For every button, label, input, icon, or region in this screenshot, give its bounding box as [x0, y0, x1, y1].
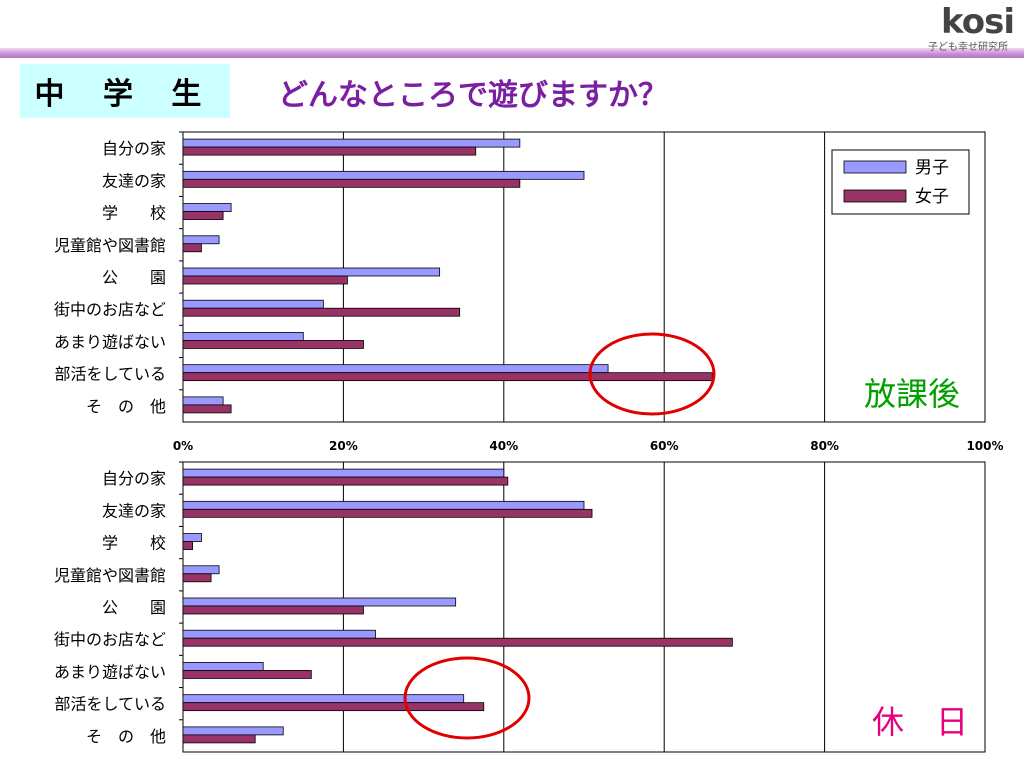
grade-badge: 中 学 生 [20, 64, 230, 118]
bar-male [182, 694, 465, 704]
category-label: 児童館や図書館 [54, 566, 166, 585]
category-label: 自分の家 [102, 139, 166, 158]
bar-female [182, 211, 224, 220]
bar-female [182, 508, 593, 518]
bar-male [182, 629, 376, 639]
category-label: 公 園 [102, 598, 166, 617]
bar-male [182, 662, 264, 671]
panel-label: 休 日 [872, 703, 968, 741]
category-label: 学 校 [102, 204, 166, 223]
bar-female [182, 275, 348, 285]
category-label: 児童館や図書館 [54, 236, 166, 255]
highlight-circle [588, 332, 716, 416]
x-tick-label: 60% [650, 439, 679, 453]
legend-swatch-male [843, 160, 907, 174]
bar-male [182, 533, 202, 542]
category-label: 自分の家 [102, 469, 166, 488]
category-label: 部活をしている [54, 365, 166, 384]
bar-female [182, 573, 212, 583]
bar-male [182, 364, 609, 374]
bar-female [182, 404, 232, 414]
bar-female [182, 178, 521, 188]
bar-female [182, 541, 194, 550]
bar-male [182, 299, 324, 309]
bar-female [182, 372, 713, 382]
x-tick-label: 100% [966, 439, 1003, 453]
category-label: 学 校 [102, 534, 166, 553]
bar-male [182, 235, 220, 245]
panel-label: 放課後 [864, 375, 960, 413]
category-label: そ の 他 [86, 397, 166, 416]
bar-male [182, 726, 284, 736]
bar-female [182, 605, 364, 615]
x-tick-label: 0% [173, 439, 193, 453]
bar-female [182, 670, 312, 679]
grade-badge-text: 中 学 生 [34, 77, 216, 112]
bar-female [182, 146, 477, 156]
logo-mark: kosi [941, 2, 1015, 42]
bar-female [182, 702, 485, 712]
x-tick-label: 20% [329, 439, 358, 453]
header-band [0, 48, 1024, 58]
bar-male [182, 597, 457, 607]
bar-male [182, 565, 220, 575]
category-label: あまり遊ばない [54, 332, 166, 351]
kosi-logo: kosi 子ども幸せ研究所 [908, 2, 1018, 53]
bar-male [182, 332, 304, 341]
category-label: 公 園 [102, 268, 166, 287]
page-title: どんなところで遊びますか？ [278, 78, 668, 113]
bar-female [182, 307, 461, 317]
bar-female [182, 340, 364, 349]
bar-female [182, 734, 256, 744]
bar-female [182, 243, 202, 253]
x-tick-label: 40% [489, 439, 518, 453]
category-label: 友達の家 [102, 171, 166, 190]
x-tick-label: 80% [810, 439, 839, 453]
bar-male [182, 500, 585, 510]
bar-male [182, 468, 505, 478]
category-label: 街中のお店など [54, 630, 166, 649]
category-label: 街中のお店など [54, 300, 166, 319]
category-label: あまり遊ばない [54, 662, 166, 681]
highlight-circle [403, 656, 531, 740]
bar-male [182, 203, 232, 212]
bar-male [182, 170, 585, 180]
legend-label-male: 男子 [915, 158, 949, 178]
bar-male [182, 138, 521, 148]
legend-swatch-female [843, 189, 907, 203]
legend-label-female: 女子 [915, 187, 949, 207]
bar-female [182, 476, 509, 486]
bar-male [182, 267, 441, 277]
category-label: 友達の家 [102, 501, 166, 520]
category-label: 部活をしている [54, 695, 166, 714]
bar-female [182, 637, 733, 647]
bar-male [182, 396, 224, 406]
category-label: そ の 他 [86, 727, 166, 746]
logo-subtitle: 子ども幸せ研究所 [928, 42, 1008, 53]
